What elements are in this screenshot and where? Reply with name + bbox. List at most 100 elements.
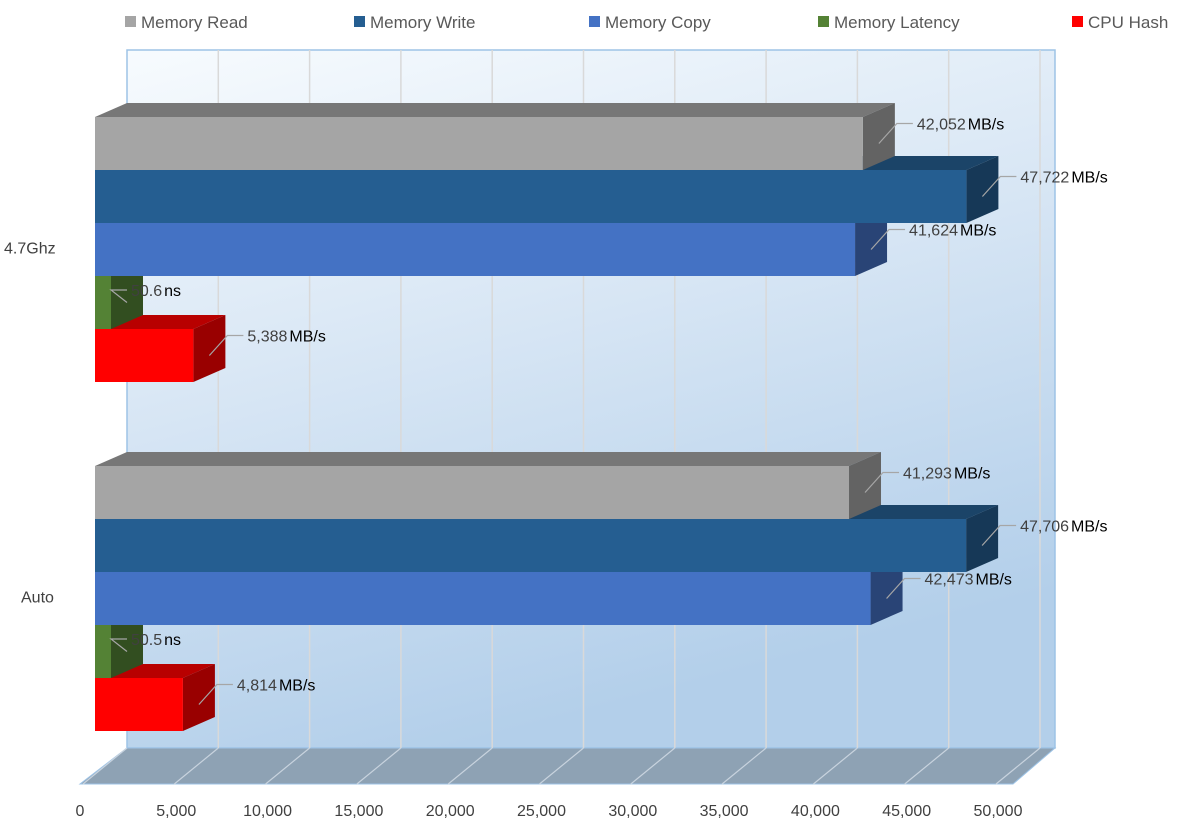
bar-front <box>95 678 183 731</box>
bar-top <box>95 103 895 117</box>
data-label-text: 41,293 MB/s <box>903 466 990 483</box>
data-labels: 42,052 MB/s 47,722 MB/s 41,624 MB/s 50.6 ns 5,38… <box>109 117 1108 705</box>
bar-front <box>95 170 967 223</box>
data-label-memory-write-4-7ghz: 47,722 MB/s <box>981 170 1108 197</box>
data-label-cpu-hash-auto: 4,814 MB/s <box>198 678 315 705</box>
x-tick-label: 30,000 <box>608 803 657 820</box>
floor-gridline <box>82 747 128 785</box>
bar-front <box>95 625 111 678</box>
data-label-memory-latency-auto: 50.5 ns <box>109 632 181 652</box>
category-label: Auto <box>21 590 54 607</box>
bar-top <box>95 452 882 466</box>
leader-line <box>198 683 233 705</box>
legend-swatch <box>1072 16 1083 27</box>
x-tick-label: 50,000 <box>974 803 1023 820</box>
legend: Memory Read Memory Write Memory Copy Memory… <box>125 13 1168 32</box>
bar-front <box>95 519 967 572</box>
category-label: 4.7Ghz <box>4 241 56 258</box>
legend-item-cpu-hash: CPU Hash <box>1072 13 1168 32</box>
legend-label: Memory Latency <box>834 13 960 32</box>
leader-line <box>981 175 1017 197</box>
bar-front <box>95 329 194 382</box>
leader-line <box>886 577 921 599</box>
legend-item-memory-write: Memory Write <box>354 13 475 32</box>
data-label-text: 41,624 MB/s <box>909 223 996 240</box>
x-tick-label: 20,000 <box>426 803 475 820</box>
floor-gridline <box>265 747 310 785</box>
data-label-text: 42,473 MB/s <box>925 572 1012 589</box>
bar-front <box>95 223 856 276</box>
x-tick-label: 0 <box>76 803 85 820</box>
data-label-text: 5,388 MB/s <box>247 329 326 346</box>
data-label-memory-read-auto: 41,293 MB/s <box>864 466 990 493</box>
bar-side <box>111 262 143 329</box>
bar-front <box>95 276 111 329</box>
legend-label: Memory Write <box>370 13 475 32</box>
leader-line <box>878 122 913 144</box>
bar-side <box>862 103 895 170</box>
floor-gridline <box>630 747 676 785</box>
bar-cpu-hash-4-7ghz <box>95 315 226 382</box>
data-label-cpu-hash-4-7ghz: 5,388 MB/s <box>208 329 326 356</box>
data-label-text: 4,814 MB/s <box>237 678 315 695</box>
bar-side <box>966 156 999 223</box>
category-group-auto <box>95 452 999 731</box>
axes: 4.7Ghz Auto 0 5,000 10,000 15,000 20,000 25,000… <box>4 241 1023 821</box>
legend-label: CPU Hash <box>1088 13 1168 32</box>
x-tick-label: 5,000 <box>156 803 196 820</box>
bar-side <box>182 664 215 731</box>
data-label-memory-copy-auto: 42,473 MB/s <box>886 572 1012 599</box>
data-label-text: 47,722 MB/s <box>1020 170 1107 187</box>
legend-swatch <box>125 16 136 27</box>
category-group-4-7ghz <box>95 103 999 382</box>
bar-front <box>95 572 871 625</box>
legend-label: Memory Copy <box>605 13 711 32</box>
bar-front <box>95 466 850 519</box>
data-label-text: 50.5 ns <box>131 632 181 649</box>
legend-label: Memory Read <box>141 13 248 32</box>
bar-memory-write-auto <box>95 505 999 572</box>
data-label-memory-copy-4-7ghz: 41,624 MB/s <box>870 223 996 250</box>
bar-side <box>870 558 903 625</box>
legend-swatch <box>354 16 365 27</box>
leader-line <box>109 289 128 303</box>
floor-gridline <box>173 747 219 785</box>
x-tick-label: 45,000 <box>882 803 931 820</box>
legend-swatch <box>589 16 600 27</box>
x-tick-label: 25,000 <box>517 803 566 820</box>
leader-line <box>109 638 128 652</box>
bar-memory-read-auto <box>95 452 882 519</box>
data-label-memory-read-4-7ghz: 42,052 MB/s <box>878 117 1004 144</box>
floor-gridline <box>721 747 767 785</box>
bar-front <box>95 117 863 170</box>
data-label-text: 50.6 ns <box>131 283 181 300</box>
legend-swatch <box>818 16 829 27</box>
leader-line <box>864 471 900 493</box>
floor <box>78 747 1057 785</box>
floor-gridline <box>995 747 1041 785</box>
data-label-memory-write-auto: 47,706 MB/s <box>981 519 1108 546</box>
floor-gridline <box>813 747 858 785</box>
leader-line <box>208 334 244 356</box>
leader-line <box>981 524 1017 546</box>
bar-side <box>193 315 226 382</box>
floor-gridline <box>904 747 950 785</box>
bar-side <box>966 505 999 572</box>
floor-gridline <box>356 747 402 785</box>
bars <box>95 103 999 731</box>
data-label-memory-latency-4-7ghz: 50.6 ns <box>109 283 181 303</box>
floor-gridline <box>539 747 584 785</box>
legend-item-memory-latency: Memory Latency <box>818 13 960 32</box>
bar-side <box>855 209 888 276</box>
legend-item-memory-copy: Memory Copy <box>589 13 711 32</box>
x-tick-label: 10,000 <box>243 803 292 820</box>
legend-item-memory-read: Memory Read <box>125 13 248 32</box>
bar-side <box>111 611 143 678</box>
bar-side <box>849 452 882 519</box>
data-label-text: 42,052 MB/s <box>917 117 1004 134</box>
x-tick-label: 35,000 <box>700 803 749 820</box>
leader-line <box>870 228 906 250</box>
data-label-text: 47,706 MB/s <box>1020 519 1107 536</box>
x-tick-label: 15,000 <box>334 803 383 820</box>
